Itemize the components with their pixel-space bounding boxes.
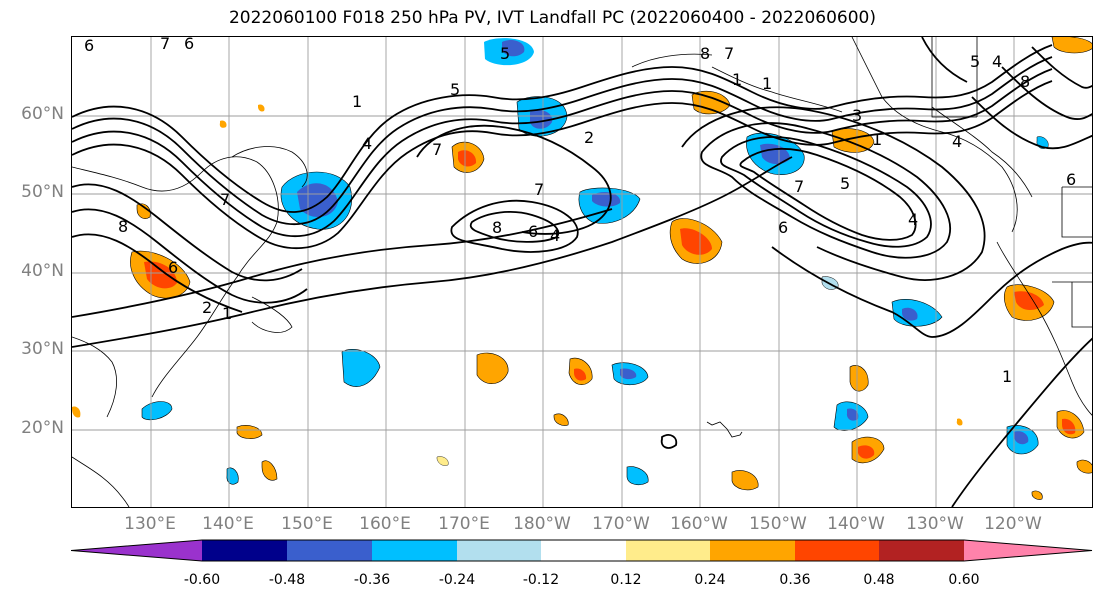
contour-label: 1 (1002, 367, 1012, 386)
contour-label: 6 (1066, 170, 1076, 189)
lon-label: 130°E (124, 514, 176, 534)
contour-label: 7 (794, 177, 804, 196)
contour-label: 1 (352, 92, 362, 111)
lat-label: 60°N (21, 104, 64, 124)
map-graticule (72, 37, 1092, 507)
contour-label: 4 (992, 52, 1002, 71)
colorbar-segment (964, 540, 1092, 561)
colorbar-tick-label: -0.60 (183, 572, 221, 588)
colorbar-tick-label: 0.36 (779, 572, 811, 588)
colorbar-tick-label: -0.12 (522, 572, 560, 588)
contour-label: 1 (762, 74, 772, 93)
contour-label: 4 (908, 210, 918, 229)
contour-label: 8 (118, 217, 128, 236)
map-title: 2022060100 F018 250 hPa PV, IVT Landfall… (228, 8, 876, 28)
contour-label: 7 (534, 180, 544, 199)
contour-label: 7 (220, 190, 230, 209)
lat-label: 20°N (21, 418, 64, 438)
contour-label: 5 (500, 44, 510, 63)
contour-label: 5 (970, 52, 980, 71)
lon-label: 170°W (592, 514, 650, 534)
colorbar-tick-label: 0.48 (863, 572, 895, 588)
contour-label: 2 (202, 298, 212, 317)
contour-label: 8 (700, 44, 710, 63)
pv-contours (72, 37, 1092, 507)
lon-label: 150°E (281, 514, 333, 534)
contour-label: 4 (362, 134, 372, 153)
lon-label: 160°E (359, 514, 411, 534)
colorbar-segment (879, 540, 964, 561)
contour-label: 6 (778, 218, 788, 237)
contour-label: 1 (872, 130, 882, 149)
contour-label: 5 (840, 174, 850, 193)
lon-label: 140°E (202, 514, 254, 534)
contour-label: 7 (160, 37, 170, 53)
colorbar-outline (71, 539, 1093, 562)
colorbar-segment (457, 540, 541, 561)
lon-label: 120°W (984, 514, 1042, 534)
colorbar-segment (795, 540, 879, 561)
contour-label: 8 (1020, 72, 1030, 91)
lon-label: 140°W (827, 514, 885, 534)
contour-label: 4 (550, 226, 560, 245)
map-canvas: 6 7 6 8 7 1 5 5 8 7 1 1 2 7 8 6 4 7 6 5 … (72, 37, 1092, 507)
contour-label: 6 (84, 37, 94, 55)
lat-label: 30°N (21, 339, 64, 359)
colorbar-tick-label: -0.48 (268, 572, 306, 588)
contour-label: 2 (584, 128, 594, 147)
lon-label: 160°W (670, 514, 728, 534)
colorbar-segment (287, 540, 372, 561)
lat-label: 40°N (21, 261, 64, 281)
colorbar (71, 539, 1093, 562)
colorbar-segment (71, 540, 202, 561)
lon-label: 170°E (438, 514, 490, 534)
colorbar-tick-label: 0.12 (610, 572, 642, 588)
pv-contours-thin (251, 53, 713, 333)
map-plot-area[interactable]: 6 7 6 8 7 1 5 5 8 7 1 1 2 7 8 6 4 7 6 5 … (71, 36, 1093, 508)
contour-label: 6 (184, 37, 194, 53)
colorbar-segment (202, 540, 287, 561)
contour-labels: 6 7 6 8 7 1 5 5 8 7 1 1 2 7 8 6 4 7 6 5 … (84, 37, 1076, 386)
coastlines (72, 37, 1092, 507)
contour-label: 1 (732, 70, 742, 89)
contour-label: 5 (450, 80, 460, 99)
contour-label: 4 (952, 132, 962, 151)
colorbar-tick-label: 0.24 (694, 572, 726, 588)
pv-shading (72, 37, 1092, 500)
contour-label: 7 (724, 44, 734, 63)
lat-label: 50°N (21, 182, 64, 202)
contour-label: 6 (528, 222, 538, 241)
colorbar-segment (626, 540, 710, 561)
colorbar-segment (710, 540, 795, 561)
contour-label: 1 (222, 304, 232, 323)
lon-label: 180°W (513, 514, 571, 534)
contour-label: 7 (432, 140, 442, 159)
lon-label: 150°W (749, 514, 807, 534)
colorbar-segment (372, 540, 457, 561)
colorbar-tick-label: -0.36 (353, 572, 391, 588)
contour-label: 6 (168, 258, 178, 277)
contour-label: 8 (492, 218, 502, 237)
colorbar-tick-label: -0.24 (438, 572, 476, 588)
lon-label: 130°W (906, 514, 964, 534)
contour-label: 3 (852, 106, 862, 125)
colorbar-segment (541, 540, 626, 561)
colorbar-tick-label: 0.60 (948, 572, 980, 588)
